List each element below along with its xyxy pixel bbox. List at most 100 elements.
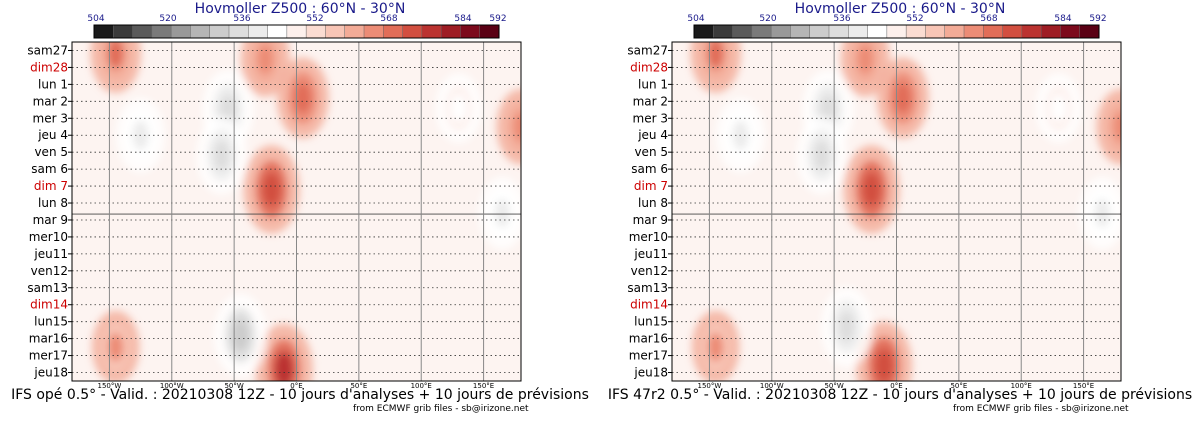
colorbar-swatch — [479, 24, 500, 39]
day-label: jeu11 — [33, 247, 68, 261]
colorbar-label: 520 — [759, 14, 776, 24]
feature-core — [274, 351, 294, 381]
colorbar-swatch — [228, 24, 249, 39]
colorbar-label: 536 — [233, 14, 250, 24]
feature-core — [707, 42, 724, 69]
colorbar-swatch — [402, 24, 423, 39]
feature-core — [813, 140, 830, 171]
longitude-label: 150°W — [698, 382, 722, 390]
day-label: dim14 — [630, 298, 668, 312]
plot-frame — [671, 41, 1122, 382]
day-label: mar16 — [29, 332, 68, 346]
feature-core — [294, 82, 312, 114]
day-label: sam13 — [627, 281, 668, 295]
day-label: dim 7 — [634, 179, 668, 193]
colorbar-swatch — [809, 24, 830, 39]
longitude-label: 0°E — [890, 382, 902, 390]
day-label: ven 5 — [634, 145, 668, 159]
longitude-label: 150°E — [473, 382, 494, 390]
colorbar-swatch — [383, 24, 404, 39]
colorbar-label: 568 — [380, 14, 397, 24]
longitude-label: 150°W — [98, 382, 122, 390]
colorbar-swatch — [170, 24, 191, 39]
colorbar-swatch — [325, 24, 346, 39]
feature-core — [894, 82, 912, 114]
colorbar-swatch — [828, 24, 849, 39]
longitude-label: 50°W — [224, 382, 243, 390]
colorbar-label: 568 — [980, 14, 997, 24]
colorbar-swatch — [790, 24, 811, 39]
colorbar-swatch — [1002, 24, 1023, 39]
day-label: dim28 — [630, 60, 668, 74]
longitude-label: 150°E — [1073, 382, 1094, 390]
day-label: lun15 — [634, 315, 668, 329]
anomaly-layer — [690, 42, 1121, 381]
colorbar-label: 520 — [159, 14, 176, 24]
day-label: ven12 — [631, 264, 668, 278]
colorbar-swatch — [93, 24, 114, 39]
day-label: ven 5 — [34, 145, 68, 159]
day-label: mer 3 — [33, 111, 68, 125]
feature-core — [262, 172, 281, 207]
colorbar-frame — [693, 24, 1100, 39]
colorbar-label: 584 — [1054, 14, 1071, 24]
hovmoller-panel-ifs-ope: Hovmoller Z500 : 60°N - 30°N 504 520 536 55… — [11, 1, 589, 414]
longitude-label: 100°W — [760, 382, 784, 390]
colorbar-swatch — [925, 24, 946, 39]
colorbar-frame — [93, 24, 500, 39]
colorbar-swatch — [421, 24, 442, 39]
day-label: jeu11 — [633, 247, 668, 261]
feature-core — [231, 319, 249, 352]
day-label: mer10 — [629, 230, 668, 244]
day-label: jeu18 — [33, 366, 68, 380]
feature-core — [213, 140, 230, 171]
colorbar-swatch — [286, 24, 307, 39]
day-label: jeu18 — [633, 366, 668, 380]
feature-core — [875, 348, 894, 381]
colorbar-swatch — [305, 24, 326, 39]
day-label: mar16 — [629, 332, 668, 346]
colorbar-swatch — [113, 24, 134, 39]
colorbar-swatch — [363, 24, 384, 39]
day-label: sam 6 — [31, 162, 68, 176]
day-label: sam13 — [27, 281, 68, 295]
feature-core — [1094, 199, 1110, 228]
day-label: mar 9 — [33, 213, 68, 227]
feature-core — [513, 112, 521, 142]
colorbar-swatch — [848, 24, 869, 39]
feature-core — [257, 44, 274, 74]
longitude-label: 100°E — [1011, 382, 1032, 390]
day-label: sam27 — [27, 43, 68, 57]
plot-area — [72, 42, 521, 381]
colorbar-swatch — [693, 24, 714, 39]
day-label: sam27 — [627, 43, 668, 57]
colorbar: 504 520 536 552 568 584 592 — [87, 14, 507, 39]
colorbar: 504 520 536 552 568 584 592 — [687, 14, 1107, 39]
colorbar-label: 592 — [489, 14, 506, 24]
longitude-label: 100°E — [411, 382, 432, 390]
colorbar-label: 552 — [306, 14, 323, 24]
colorbar-swatch — [886, 24, 907, 39]
colorbar-swatch — [770, 24, 791, 39]
credit-text: from ECMWF grib files - sb@irizone.net — [953, 404, 1129, 414]
colorbar-swatch — [732, 24, 753, 39]
colorbar-swatch — [713, 24, 734, 39]
colorbar-label: 504 — [87, 14, 104, 24]
chart-title: Hovmoller Z500 : 60°N - 30°N — [794, 1, 1006, 17]
colorbar-swatch — [267, 24, 288, 39]
day-label: lun 1 — [638, 77, 668, 91]
day-label: mar 9 — [633, 213, 668, 227]
longitude-label: 100°W — [160, 382, 184, 390]
day-label: mer17 — [29, 349, 68, 363]
colorbar-swatch — [944, 24, 965, 39]
chart-title: Hovmoller Z500 : 60°N - 30°N — [194, 1, 406, 17]
colorbar-label: 504 — [687, 14, 704, 24]
feature-core — [451, 94, 467, 122]
chart-footer: IFS 47r2 0.5° - Valid. : 20210308 12Z - … — [607, 387, 1193, 403]
day-label: jeu 4 — [37, 128, 68, 142]
colorbar-label: 552 — [906, 14, 923, 24]
hovmoller-chart: 504 520 536 552 568 584 592 150°W 100°W 50°W 0°E 50… — [27, 14, 522, 390]
day-label: mer17 — [629, 349, 668, 363]
colorbar-swatch — [209, 24, 230, 39]
colorbar-swatch — [751, 24, 772, 39]
